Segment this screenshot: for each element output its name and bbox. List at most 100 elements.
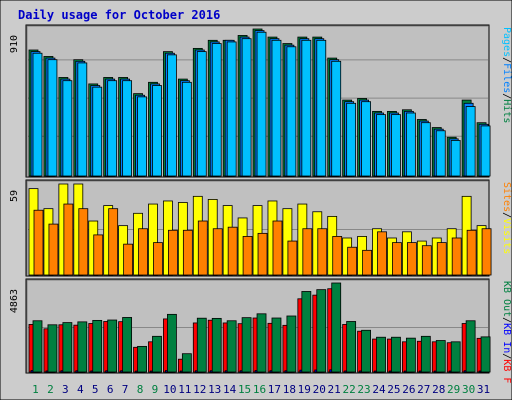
x-tick-label: 23 xyxy=(357,383,370,396)
bar-visits-sites xyxy=(436,242,447,276)
legend-visits: Sites/Visits xyxy=(501,182,512,254)
bar-hits-pages xyxy=(181,81,192,177)
x-tick-label: 7 xyxy=(122,383,129,396)
bar-visits-sites xyxy=(108,208,119,276)
x-tick-label: 2 xyxy=(47,383,54,396)
x-tick-label: 12 xyxy=(193,383,206,396)
legend-item: / xyxy=(501,57,512,63)
x-tick-label: 11 xyxy=(178,383,191,396)
legend-hits: Pages/Files/Hits xyxy=(501,27,512,123)
bar-visits-visits xyxy=(148,203,158,276)
x-tick-label: 17 xyxy=(268,383,281,396)
panel-hits: 910 Pages/Files/Hits xyxy=(9,24,512,178)
x-tick-label: 21 xyxy=(328,383,341,396)
x-tick-label: 3 xyxy=(62,383,69,396)
bar-visits-sites xyxy=(317,228,328,276)
bar-kbytes-kb-out xyxy=(107,319,118,373)
x-tick-label: 13 xyxy=(208,383,221,396)
bar-visits-sites xyxy=(153,242,163,276)
bar-hits-pages xyxy=(107,80,118,177)
bar-visits-sites xyxy=(392,242,402,276)
x-tick-label: 16 xyxy=(253,383,266,396)
bar-visits-sites xyxy=(197,220,208,276)
bar-visits-sites xyxy=(287,240,298,276)
bar-kbytes-kb-out xyxy=(376,336,386,373)
bar-kbytes-kb-out xyxy=(450,341,461,373)
x-tick-label: 30 xyxy=(462,383,475,396)
bar-visits-sites xyxy=(93,234,104,276)
bar-hits-pages xyxy=(435,130,446,177)
bar-hits-pages xyxy=(391,114,401,177)
bar-hits-pages xyxy=(271,39,282,177)
bar-visits-sites xyxy=(421,245,432,276)
bar-kbytes-kb-out xyxy=(480,336,491,373)
bar-kbytes-kb-out xyxy=(256,313,267,373)
bar-visits-sites xyxy=(257,232,268,276)
chart-title: Daily usage for October 2016 xyxy=(18,8,220,22)
bar-hits-pages xyxy=(405,112,416,177)
bar-kbytes-kb-out xyxy=(301,291,312,373)
bar-visits-sites xyxy=(302,228,313,276)
legend-item: Pages xyxy=(501,27,512,57)
bar-kbytes-kb-out xyxy=(137,345,147,373)
bar-kbytes-kb-out xyxy=(331,282,342,373)
legend-item: / xyxy=(501,212,512,218)
x-tick-label: 8 xyxy=(137,383,144,396)
bar-kbytes-kb-out xyxy=(77,321,88,373)
legend-item: / xyxy=(501,353,512,359)
bar-visits-sites xyxy=(123,243,134,276)
x-tick-label: 14 xyxy=(223,383,237,396)
bar-visits-sites xyxy=(377,231,387,276)
bar-visits-sites xyxy=(332,236,343,276)
bar-visits-sites xyxy=(212,228,223,276)
bar-hits-pages xyxy=(346,102,357,177)
bar-kbytes-kb-out xyxy=(62,322,73,373)
bar-hits-pages xyxy=(301,39,312,177)
x-tick-label: 24 xyxy=(372,383,386,396)
legend-item: Visits xyxy=(501,218,512,254)
legend-item: / xyxy=(501,317,512,323)
bar-hits-pages xyxy=(316,39,327,177)
bar-kbytes-kb-out xyxy=(286,315,297,373)
x-tick-label: 28 xyxy=(432,383,445,396)
bar-visits-sites xyxy=(63,203,74,276)
bar-visits-sites xyxy=(451,237,462,276)
bar-hits-pages xyxy=(77,62,88,177)
x-tick-label: 18 xyxy=(283,383,296,396)
x-tick-label: 22 xyxy=(342,383,355,396)
bar-hits-pages xyxy=(465,106,476,177)
bar-kbytes-kb-out xyxy=(196,317,207,373)
x-tick-label: 29 xyxy=(447,383,460,396)
bar-hits-pages xyxy=(331,60,342,177)
bar-hits-pages xyxy=(137,96,147,177)
bar-kbytes-kb-out xyxy=(316,289,327,373)
bar-kbytes-kb-out xyxy=(47,324,58,373)
bar-kbytes-kb-out xyxy=(361,329,371,373)
bar-hits-pages xyxy=(376,114,386,177)
bar-kbytes-kb-out xyxy=(211,317,222,373)
bar-kbytes-kb-out xyxy=(405,337,416,373)
bar-kbytes-kb-out xyxy=(241,317,252,373)
bar-hits-pages xyxy=(32,52,43,177)
bar-visits-sites xyxy=(272,220,283,276)
bar-hits-pages xyxy=(256,31,267,177)
legend-item: KB F xyxy=(501,359,512,383)
x-tick-label: 6 xyxy=(107,383,114,396)
y-max-label-hits: 910 xyxy=(9,35,20,53)
bar-visits-sites xyxy=(466,229,477,276)
bar-kbytes-kb-out xyxy=(92,319,103,373)
bar-kbytes-kb-out xyxy=(465,320,476,373)
bar-hits-pages xyxy=(286,46,297,177)
bar-hits-pages xyxy=(122,80,133,177)
x-tick-label: 10 xyxy=(163,383,176,396)
legend-item: KB Out xyxy=(501,281,512,317)
x-tick-label: 19 xyxy=(298,383,311,396)
bar-hits-pages xyxy=(226,41,237,177)
bar-kbytes-kb-out xyxy=(420,335,431,373)
bar-hits-pages xyxy=(196,51,207,177)
bar-kbytes-kb-out xyxy=(271,317,282,373)
bar-visits-sites xyxy=(227,226,238,276)
